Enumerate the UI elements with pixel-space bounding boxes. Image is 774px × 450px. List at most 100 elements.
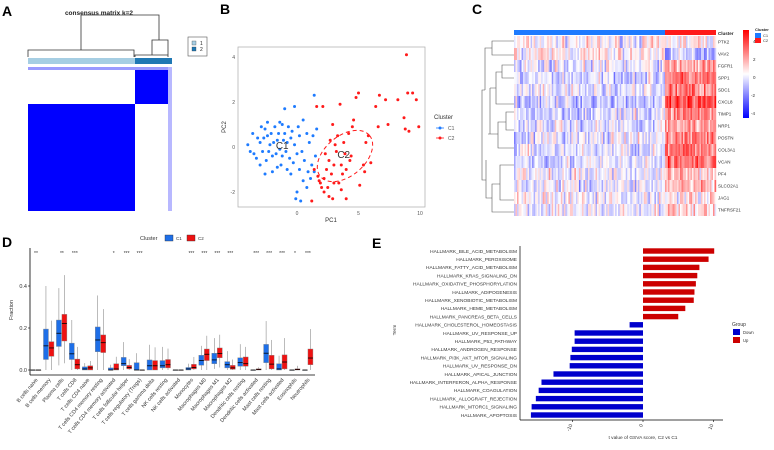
legend-e-swatch-Up: [733, 337, 740, 343]
heatmap-cell: [532, 132, 534, 144]
legend-e-label-Up: Up: [743, 338, 749, 343]
heatmap-cell: [594, 132, 596, 144]
heatmap-cell: [640, 108, 643, 120]
heatmap-cell: [622, 132, 625, 144]
heatmap-cell: [669, 108, 672, 120]
heatmap-cell: [526, 84, 528, 96]
heatmap-cell: [648, 96, 651, 108]
heatmap-cell: [514, 48, 516, 60]
heatmap-cell: [539, 108, 542, 120]
heatmap-cell: [598, 96, 601, 108]
heatmap-cell: [627, 84, 629, 96]
heatmap-cell: [683, 168, 685, 180]
heatmap-cell: [604, 156, 607, 168]
color-scale-tick: 0: [753, 75, 756, 80]
heatmap-cell: [646, 108, 649, 120]
heatmap-cell: [609, 156, 611, 168]
heatmap-cell: [686, 108, 688, 120]
legend-c-swatch-C1: [755, 33, 761, 38]
heatmap-cell: [568, 120, 571, 132]
heatmap-cell: [551, 204, 554, 216]
heatmap-cell: [678, 192, 681, 204]
heatmap-cell: [668, 60, 670, 72]
heatmap-cell: [704, 84, 706, 96]
point-C1: [284, 150, 288, 153]
heatmap-cell: [666, 108, 669, 120]
heatmap-cell: [695, 156, 697, 168]
heatmap-cell: [674, 36, 676, 48]
heatmap-cell: [520, 96, 522, 108]
heatmap-cell: [714, 156, 717, 168]
heatmap-cell: [675, 108, 678, 120]
heatmap-cell: [553, 48, 555, 60]
heatmap-cell: [515, 168, 518, 180]
heatmap-cell: [657, 132, 660, 144]
heatmap-cell: [575, 84, 578, 96]
heatmap-cell: [701, 96, 703, 108]
heatmap-cell: [663, 132, 666, 144]
heatmap-cell: [645, 108, 648, 120]
heatmap-cell: [652, 204, 655, 216]
heatmap-cell: [533, 72, 536, 84]
heatmap-cell: [669, 132, 672, 144]
heatmap-cell: [630, 144, 632, 156]
gene-label: TNFRSF21: [718, 208, 741, 213]
heatmap-cell: [636, 156, 639, 168]
heatmap-cell: [652, 72, 655, 84]
point-C2: [406, 91, 410, 95]
heatmap-cell: [592, 108, 595, 120]
heatmap-cell: [584, 144, 587, 156]
heatmap-cell: [707, 36, 709, 48]
significance-label: ***: [266, 251, 272, 257]
heatmap-cell: [678, 36, 681, 48]
heatmap-cell: [631, 72, 634, 84]
heatmap-cell: [677, 96, 679, 108]
heatmap-cell: [572, 48, 575, 60]
heatmap-cell: [578, 60, 581, 72]
heatmap-cell: [708, 156, 711, 168]
term-label: HALLMARK_HEME_METABOLISM: [441, 306, 517, 312]
heatmap-cell: [569, 72, 572, 84]
heatmap-cell: [711, 36, 714, 48]
heatmap-cell: [574, 48, 577, 60]
heatmap-cell: [622, 180, 625, 192]
heatmap-cell: [604, 120, 607, 132]
point-C2: [317, 179, 321, 183]
point-C1: [283, 132, 287, 135]
heatmap-cell: [674, 84, 676, 96]
heatmap-cell: [686, 84, 688, 96]
heatmap-cell: [663, 204, 666, 216]
heatmap-cell: [607, 96, 610, 108]
heatmap-cell: [542, 84, 545, 96]
heatmap-cell: [618, 132, 620, 144]
heatmap-cell: [618, 204, 620, 216]
heatmap-cell: [612, 204, 614, 216]
heatmap-cell: [636, 168, 639, 180]
heatmap-cell: [571, 36, 574, 48]
heatmap-cell: [689, 144, 691, 156]
heatmap-cell: [560, 108, 563, 120]
heatmap-cell: [646, 132, 649, 144]
heatmap-cell: [619, 60, 622, 72]
heatmap-cell: [581, 192, 584, 204]
heatmap-cell: [692, 36, 694, 48]
heatmap-cell: [615, 180, 617, 192]
heatmap-cell: [544, 192, 546, 204]
heatmap-cell: [666, 204, 669, 216]
heatmap-cell: [658, 180, 661, 192]
heatmap-cell: [566, 72, 569, 84]
heatmap-cell: [538, 180, 540, 192]
point-C1: [278, 147, 282, 151]
heatmap-cell: [580, 48, 583, 60]
heatmap-cell: [548, 36, 551, 48]
heatmap-cell: [600, 180, 602, 192]
heatmap-cell: [713, 72, 715, 84]
heatmap-cell: [711, 180, 714, 192]
y-tick-label: 2: [232, 100, 235, 106]
heatmap-cell: [615, 144, 617, 156]
heatmap-cell: [514, 108, 516, 120]
heatmap-cell: [566, 156, 569, 168]
heatmap-cell: [568, 156, 571, 168]
heatmap-cell: [514, 192, 516, 204]
heatmap-cell: [544, 36, 546, 48]
